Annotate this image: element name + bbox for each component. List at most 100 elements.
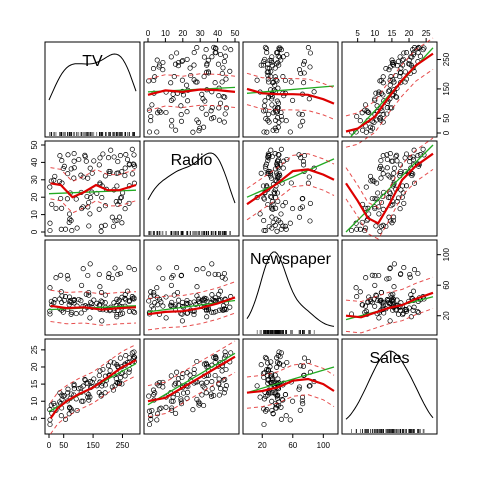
scatter-point [222, 45, 228, 51]
y-tick-label: 250 [442, 52, 451, 66]
scatter-point [217, 51, 224, 58]
scatter-point [191, 366, 197, 373]
panel-newspaper-vs-tv [44, 239, 141, 336]
panel-tv-vs-sales [341, 37, 438, 148]
scatter-point [208, 393, 215, 399]
smoother-upper-band [147, 281, 236, 300]
scatter-point [148, 118, 154, 124]
panel-sales-vs-radio [143, 338, 240, 435]
scatter-point [283, 118, 289, 124]
scatter-point [280, 362, 286, 368]
scatter-point [387, 218, 393, 224]
scatter-point [288, 79, 294, 85]
scatter-point [176, 59, 182, 66]
scatter-point [365, 109, 371, 115]
scatter-point [194, 117, 200, 123]
scatter-point [174, 50, 180, 56]
scatter-point [300, 159, 307, 165]
scatter-point [373, 292, 379, 298]
scatter-point [178, 118, 185, 124]
scatter-point [387, 318, 393, 324]
scatter-point [179, 318, 185, 324]
scatter-point [390, 299, 396, 305]
scatter-point [384, 165, 390, 171]
scatter-point [387, 265, 393, 271]
scatter-point [300, 195, 306, 202]
scatter-point [384, 297, 390, 303]
scatter-point [263, 46, 270, 52]
scatter-point [287, 129, 293, 135]
scatter-point [107, 368, 113, 374]
scatter-point [206, 70, 212, 76]
scatter-point [80, 174, 86, 180]
scatter-point [261, 58, 267, 64]
scatter-point [208, 391, 214, 397]
scatter-point [98, 228, 104, 234]
scatter-point [201, 402, 207, 409]
panel-frame [341, 140, 438, 237]
scatter-point [399, 57, 405, 64]
smoother-line [345, 52, 434, 133]
panel-frame [143, 338, 240, 435]
scatter-point [51, 400, 57, 406]
scatter-point [387, 151, 393, 157]
panel-tv-vs-newspaper [242, 41, 339, 138]
scatter-point [272, 222, 278, 228]
scatter-point [274, 359, 281, 365]
scatter-point [71, 151, 77, 157]
smoother-line [246, 377, 335, 394]
scatter-point [370, 125, 376, 131]
scatter-point [194, 358, 200, 365]
scatter-point [391, 170, 397, 176]
scatter-point [196, 399, 202, 405]
scatter-point [87, 165, 93, 171]
scatter-point [111, 154, 117, 160]
scatter-point [369, 195, 375, 202]
smoother-upper-band [147, 340, 236, 387]
scatter-point [80, 383, 86, 389]
scatter-point [155, 110, 161, 116]
scatter-point [221, 270, 227, 277]
y-tick-label: 50 [442, 113, 451, 122]
scatter-point [411, 304, 417, 310]
scatter-point [281, 158, 287, 164]
scatter-point [296, 386, 302, 392]
y-tick-label: 20 [30, 192, 39, 201]
panel-radio-vs-radio: Radio [143, 140, 240, 237]
scatter-point [272, 65, 278, 71]
smoother-lower-band [147, 104, 236, 111]
scatter-point [115, 271, 121, 278]
scatter-point [52, 173, 58, 179]
scatter-point [199, 392, 205, 398]
scatter-point [377, 165, 383, 172]
scatter-point [384, 156, 390, 163]
panel-newspaper-vs-sales [341, 239, 438, 336]
scatter-point [170, 91, 176, 97]
scatter-point [265, 94, 272, 100]
scatter-point [179, 77, 185, 83]
scatter-point [173, 410, 179, 416]
scatter-point [280, 54, 286, 60]
scatter-point [410, 154, 416, 160]
scatter-point [71, 165, 77, 171]
scatter-point [222, 94, 228, 100]
scatter-point [174, 369, 180, 375]
scatter-point [273, 77, 279, 83]
scatter-point [178, 398, 184, 404]
scatter-point [272, 125, 278, 131]
scatter-point [169, 123, 175, 129]
scatter-point [219, 70, 225, 77]
scatter-point [275, 85, 281, 91]
scatter-point [393, 94, 399, 100]
scatter-point [217, 100, 224, 106]
scatter-point [58, 226, 64, 232]
scatter-point [115, 159, 121, 165]
scatter-point [100, 151, 106, 157]
scatter-point [377, 115, 384, 121]
scatter-point [403, 50, 410, 56]
scatter-point [307, 383, 313, 389]
scatter-point [158, 405, 164, 411]
scatter-point [386, 87, 393, 93]
scatter-point [275, 59, 281, 66]
scatter-point [62, 294, 69, 300]
